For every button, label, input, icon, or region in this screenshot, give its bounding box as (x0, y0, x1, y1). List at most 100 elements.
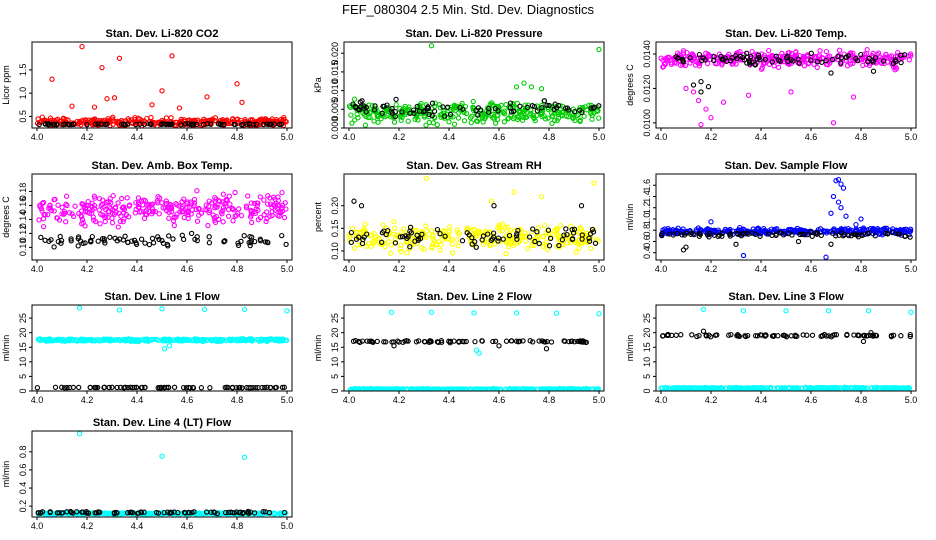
data-point (708, 115, 714, 121)
data-point (557, 222, 564, 229)
data-point (86, 210, 92, 216)
data-point (524, 104, 530, 111)
data-point (101, 384, 107, 391)
y-tick-label: 0.6 (642, 235, 652, 248)
data-point (119, 195, 125, 202)
data-point (283, 206, 289, 212)
data-point (158, 384, 165, 391)
panel-title: Stan. Dev. Li-820 CO2 (106, 28, 219, 40)
data-point (95, 238, 101, 244)
x-tick-label: 5.0 (593, 132, 606, 142)
data-point (488, 112, 494, 119)
data-point (191, 202, 197, 208)
data-point (205, 222, 211, 229)
data-point (191, 196, 198, 203)
data-point (513, 386, 519, 391)
data-point (233, 212, 240, 219)
data-point (660, 57, 666, 63)
data-point (729, 385, 736, 391)
x-tick-label: 5.0 (281, 395, 294, 405)
data-point (279, 232, 285, 239)
plot-frame (31, 173, 293, 261)
data-point (125, 116, 131, 122)
x-tick-label: 4.8 (543, 264, 556, 274)
data-point (859, 232, 866, 239)
data-point (522, 233, 528, 239)
data-point (219, 510, 226, 516)
data-point (412, 227, 418, 234)
data-point (727, 233, 733, 239)
data-point (388, 250, 394, 257)
data-point (190, 385, 197, 391)
data-point (858, 216, 864, 222)
y-tick-label: 0 (330, 388, 340, 393)
data-point (385, 239, 392, 245)
data-point (277, 210, 284, 216)
data-point (723, 385, 730, 391)
panel-title: Stan. Dev. Amb. Box Temp. (92, 160, 233, 172)
data-point (361, 226, 367, 232)
data-point (393, 102, 399, 108)
data-point (576, 386, 582, 391)
data-point (282, 200, 288, 206)
data-point (879, 385, 885, 391)
data-point (416, 108, 423, 114)
data-point (238, 238, 244, 245)
data-point (530, 386, 537, 391)
data-point (689, 51, 695, 57)
data-point (279, 337, 285, 343)
y-tick-label: 0.0140 (642, 40, 652, 68)
x-tick-label: 5.0 (281, 521, 294, 531)
data-point (770, 54, 776, 60)
data-point (247, 337, 253, 343)
data-point (517, 103, 523, 109)
data-point (88, 238, 94, 245)
data-point (83, 336, 89, 343)
data-point (691, 385, 697, 391)
data-point (225, 213, 232, 219)
data-point (161, 336, 168, 342)
panel-title: Stan. Dev. Sample Flow (725, 160, 848, 172)
data-point (146, 241, 153, 248)
data-point (357, 339, 363, 346)
data-point (159, 88, 165, 94)
data-point (281, 214, 288, 221)
data-point (126, 214, 132, 220)
data-point (67, 508, 74, 515)
data-point (829, 56, 836, 63)
data-point (744, 50, 750, 56)
data-point (109, 220, 116, 226)
data-point (517, 109, 524, 115)
data-point (272, 384, 278, 391)
data-point (582, 232, 588, 238)
data-point (436, 102, 443, 108)
data-point (461, 339, 467, 345)
data-point (428, 309, 435, 315)
data-point (168, 509, 175, 516)
data-point (398, 117, 404, 123)
data-point (121, 210, 127, 216)
data-point (156, 195, 163, 201)
data-point (222, 238, 228, 244)
data-point (184, 200, 190, 207)
data-point (110, 121, 116, 128)
data-point (496, 343, 502, 349)
data-point (239, 385, 245, 391)
data-point (279, 384, 286, 391)
y-tick-label: 0 (642, 388, 652, 393)
data-point (178, 116, 184, 123)
data-point (161, 509, 167, 516)
data-point (121, 385, 127, 391)
data-point (454, 227, 460, 233)
data-point (864, 47, 870, 53)
y-tick-label: 10 (18, 357, 28, 367)
data-point (91, 384, 98, 391)
data-point (771, 227, 777, 233)
x-tick-label: 4.8 (855, 395, 868, 405)
panel-4: Stan. Dev. Amb. Box Temp. degrees C 4.0 4.2… (1, 160, 293, 274)
data-point (149, 235, 156, 242)
data-point (408, 230, 415, 236)
data-point (899, 385, 906, 391)
data-point (359, 240, 366, 247)
data-point (761, 228, 768, 234)
